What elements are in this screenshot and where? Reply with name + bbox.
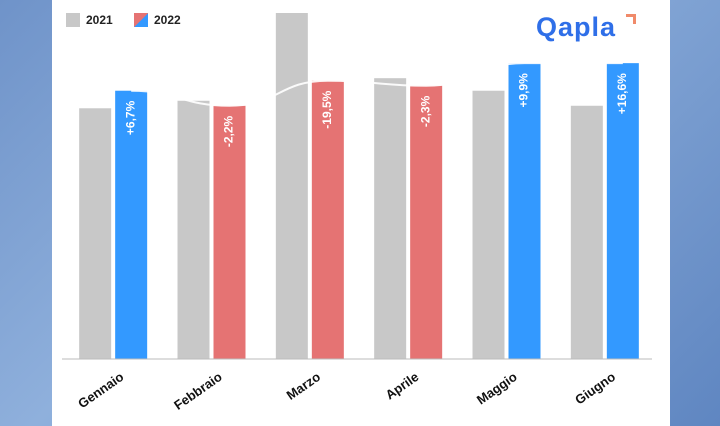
bar-2021-febbraio (177, 100, 210, 359)
legend-swatch-2021 (66, 13, 80, 27)
bar-2022-gennaio (115, 90, 148, 359)
data-label-giugno: +16,6% (615, 73, 629, 114)
bar-2022-marzo (311, 80, 344, 360)
x-tick-label-maggio: Maggio (474, 369, 520, 407)
bar-2021-aprile (374, 78, 407, 359)
legend-item-2021: 2021 (66, 13, 113, 27)
data-label-maggio: +9,9% (517, 73, 531, 108)
bar-2021-maggio (472, 90, 505, 359)
data-label-marzo: -19,5% (320, 90, 334, 128)
legend-label-2022: 2022 (154, 13, 181, 27)
logo-accent-icon (626, 14, 636, 24)
bar-2022-giugno (606, 63, 639, 359)
bar-2022-maggio (508, 63, 541, 359)
data-label-gennaio: +6,7% (123, 100, 137, 135)
data-label-aprile: -2,3% (418, 95, 432, 127)
trend-line (131, 62, 623, 107)
data-label-febbraio: -2,2% (222, 115, 236, 147)
x-tick-label-aprile: Aprile (383, 369, 422, 402)
legend-label-2021: 2021 (86, 13, 113, 27)
x-tick-label-febbraio: Febbraio (171, 369, 225, 413)
bar-chart: +6,7% Gennaio -2,2% Febbraio -19,5% Marzo -2,3… (62, 13, 652, 413)
bar-2022-aprile (410, 85, 443, 359)
bar-2021-giugno (570, 105, 603, 359)
legend-swatch-2022 (134, 13, 148, 27)
x-tick-label-gennaio: Gennaio (75, 369, 126, 411)
qapla-logo: Qapla (536, 12, 617, 42)
bar-2022-febbraio (213, 105, 246, 359)
legend-item-2022: 2022 (134, 13, 181, 27)
x-tick-label-marzo: Marzo (284, 369, 323, 403)
bar-2021-marzo (275, 13, 308, 359)
x-tick-label-giugno: Giugno (572, 369, 618, 407)
chart-card: 2021 2022 Qapla +6,7% Gennaio -2,2% Febbrai… (52, 0, 670, 426)
bar-2021-gennaio (79, 108, 112, 359)
